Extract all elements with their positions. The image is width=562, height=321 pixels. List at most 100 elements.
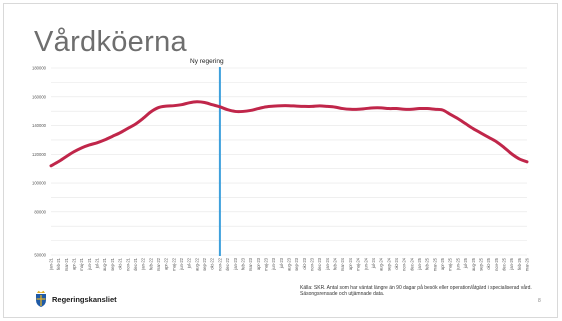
data-point [372,107,375,109]
x-tick-label: jan-25 [417,257,422,270]
data-point [88,144,90,146]
data-point [503,146,505,148]
data-point [457,118,459,120]
x-tick-label: mar-25 [432,257,437,271]
x-tick-label: dec-21 [133,257,138,270]
data-point [111,135,114,137]
data-point [165,105,167,107]
y-tick-label: 140000 [32,123,47,128]
x-tick-label: aug-21 [102,257,107,271]
data-point [395,107,398,110]
data-point [518,158,520,160]
data-point [65,155,67,158]
x-tick-label: jul-24 [371,257,376,269]
footer-logo: Regeringskansliet [34,290,164,312]
data-point [242,110,244,113]
logo-text: Regeringskansliet [52,295,117,304]
y-tick-label: 120000 [32,152,47,157]
x-tick-label: feb-26 [517,257,522,270]
x-tick-label: nov-23 [310,257,315,270]
data-point [388,107,390,110]
data-point [311,105,313,108]
x-tick-label: jan-26 [509,257,514,270]
x-tick-label: sep-25 [478,257,483,270]
data-point [319,105,321,107]
data-point [265,106,267,108]
data-point [73,151,75,153]
data-point [234,110,236,113]
x-tick-label: apr-24 [348,257,353,270]
data-point [104,139,106,141]
x-tick-label: dec-24 [409,257,414,270]
data-point [96,142,98,144]
x-tick-label: dec-22 [225,257,230,270]
data-point [426,107,428,110]
x-tick-label: maj-25 [448,257,453,270]
page-title: Vårdköerna [34,26,187,58]
x-tick-label: apr-22 [164,257,169,270]
data-point [273,105,275,107]
x-tick-label: jan-24 [325,257,330,270]
x-tick-label: nov-21 [125,257,130,270]
data-point [303,105,305,108]
data-point [326,105,328,108]
x-tick-label: sep-22 [202,257,207,270]
x-tick-label: aug-25 [471,257,476,271]
x-tick-label: sep-24 [386,257,391,270]
data-point [495,141,497,143]
x-tick-label: jun-22 [179,257,184,270]
x-tick-label: aug-22 [194,257,199,271]
x-tick-label: jun-21 [87,257,92,270]
x-tick-label: okt-23 [302,257,307,269]
x-tick-label: mar-26 [525,257,530,271]
data-point [119,132,121,134]
data-point [449,113,451,115]
x-tick-label: nov-22 [217,257,222,270]
page-number: 8 [538,298,541,304]
x-tick-label: sep-23 [294,257,299,270]
x-tick-label: okt-22 [210,257,215,269]
x-tick-label: aug-24 [379,257,384,271]
data-point [526,161,528,163]
x-tick-label: jul-21 [95,257,100,269]
x-tick-label: dec-25 [501,257,506,270]
y-tick-label: 80000 [34,209,46,214]
y-tick-label: 180000 [32,66,47,71]
x-tick-label: okt-25 [486,257,491,269]
slide [3,3,558,318]
x-tick-label: mar-24 [340,257,345,271]
x-tick-label: mar-21 [64,257,69,271]
x-tick-label: maj-22 [171,257,176,270]
data-point [280,105,282,107]
x-tick-label: mar-22 [156,257,161,271]
data-point [441,109,444,111]
x-tick-label: nov-25 [494,257,499,270]
data-point [196,101,198,103]
x-tick-label: jun-23 [271,257,276,270]
x-tick-label: aug-23 [287,257,292,271]
data-point [81,147,83,149]
x-tick-label: apr-21 [72,257,77,270]
x-tick-label: nov-24 [402,257,407,270]
x-tick-label: mar-23 [248,257,253,271]
series-layer [49,100,529,168]
x-tick-label: jan-21 [49,257,54,270]
y-tick-label: 50000 [34,253,46,258]
crown-shield-icon [36,290,46,307]
data-point [173,105,175,107]
data-point [480,132,482,134]
x-tick-label: jun-24 [363,257,368,270]
x-tick-label: feb-25 [425,257,430,270]
data-point [188,102,190,104]
data-point [334,106,336,108]
grid-lines [51,67,527,256]
x-tick-label: okt-24 [394,257,399,269]
x-tick-label: dec-23 [317,257,322,270]
data-point [157,106,160,109]
x-tick-label: okt-21 [118,257,123,269]
data-point [488,136,490,138]
x-tick-label: maj-23 [263,257,268,270]
data-point [127,127,129,130]
data-point [380,107,382,109]
